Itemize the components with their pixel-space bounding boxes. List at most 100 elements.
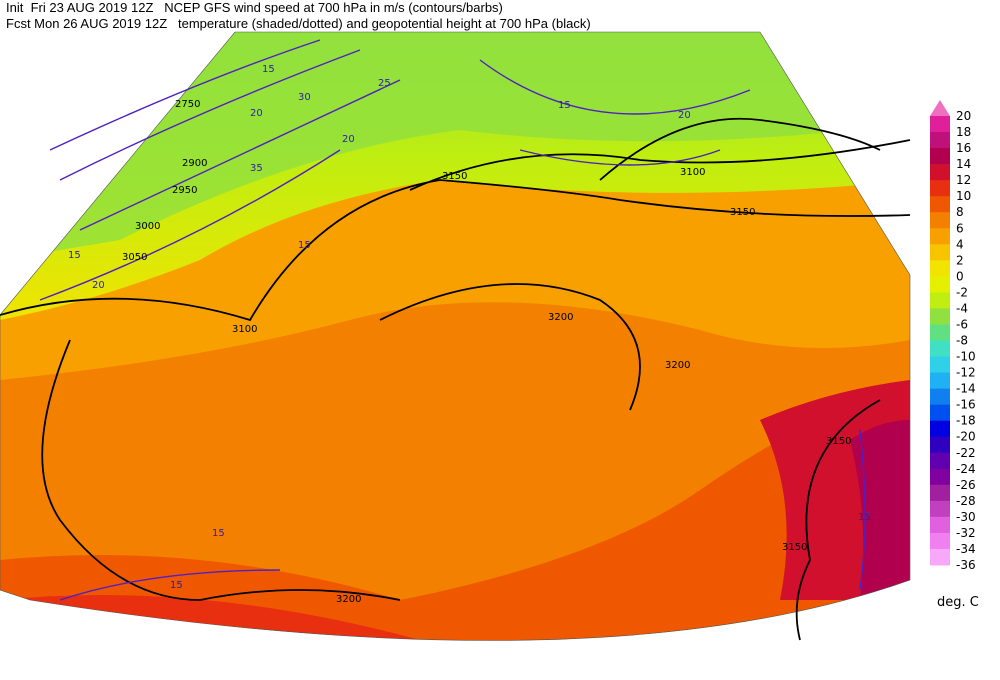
colorbar-label: -6 — [956, 317, 968, 331]
title-1: NCEP GFS wind speed at 700 hPa in m/s (c… — [164, 0, 503, 15]
colorbar-box — [930, 420, 950, 438]
contour-label: 3200 — [665, 360, 690, 371]
colorbar-label: -12 — [956, 366, 976, 380]
colorbar-label: -22 — [956, 446, 976, 460]
colorbar-label: 16 — [956, 141, 971, 155]
contour-label: 3150 — [730, 207, 755, 218]
colorbar-box — [930, 260, 950, 277]
colorbar-label: -36 — [956, 558, 976, 572]
contour-label: 2950 — [172, 185, 197, 196]
colorbar-box — [930, 340, 950, 358]
colorbar-label: 10 — [956, 189, 971, 203]
contour-label: 2750 — [175, 99, 200, 110]
contour-label: 3200 — [548, 312, 573, 323]
colorbar-box — [930, 388, 950, 406]
wind-label: 20 — [250, 108, 263, 119]
colorbar-box — [930, 244, 950, 261]
colorbar-box — [930, 148, 950, 165]
contour-label: 3150 — [442, 171, 467, 182]
colorbar-label: -30 — [956, 510, 976, 524]
colorbar-box — [930, 196, 950, 213]
colorbar-label: -26 — [956, 478, 976, 492]
height-contours — [0, 117, 911, 641]
colorbar-box — [930, 276, 950, 293]
wind-label: 15 — [68, 250, 81, 261]
colorbar-box — [930, 356, 950, 374]
contour-labels: 3150 3150 3200 3200 3100 3000 2950 2900 … — [122, 99, 851, 605]
colorbar-label: 0 — [956, 269, 964, 283]
colorbar-box — [930, 164, 950, 181]
colorbar-label: -20 — [956, 430, 976, 444]
colorbar-label: 4 — [956, 237, 964, 251]
contour-label: 3150 — [782, 542, 807, 553]
wind-label: 15 — [212, 528, 225, 539]
colorbar-box — [930, 180, 950, 197]
wind-label: 35 — [250, 163, 263, 174]
wind-label: 20 — [342, 134, 355, 145]
colorbar-box — [930, 372, 950, 390]
colorbar-box — [930, 116, 950, 133]
colorbar-label: -2 — [956, 285, 968, 299]
map-border — [0, 31, 911, 641]
colorbar-label: -4 — [956, 301, 968, 315]
colorbar-box — [930, 212, 950, 229]
contour-label: 3100 — [232, 324, 257, 335]
colorbar-box — [930, 532, 950, 550]
fcst: Fcst Mon 26 AUG 2019 12Z — [6, 16, 168, 31]
colorbar-box — [930, 308, 950, 325]
wind-label: 15 — [858, 512, 871, 523]
colorbar-box — [930, 292, 950, 309]
colorbar-label: -34 — [956, 542, 976, 556]
wind-labels: 15 20 25 30 35 20 15 20 15 20 15 15 15 1… — [68, 64, 871, 591]
colorbar-label: -10 — [956, 350, 976, 364]
contour-label: 3150 — [826, 436, 851, 447]
colorbar-box — [930, 324, 950, 341]
colorbar-label: -14 — [956, 382, 976, 396]
colorbar-label: 6 — [956, 221, 964, 235]
colorbar-label: -18 — [956, 414, 976, 428]
colorbar-label: 20 — [956, 109, 971, 123]
colorbar-label: -16 — [956, 398, 976, 412]
contour-label: 3000 — [135, 221, 160, 232]
colorbar-label: 2 — [956, 253, 964, 267]
colorbar-box — [930, 228, 950, 245]
header-line-2: Fcst Mon 26 AUG 2019 12Z temperature (sh… — [6, 16, 591, 31]
wind-label: 25 — [378, 78, 391, 89]
colorbar-box — [930, 500, 950, 518]
colorbar-label: 18 — [956, 125, 971, 139]
colorbar: 20181614121086420-2-4-6-8-10-12-14-16-18… — [930, 100, 976, 572]
wind-label: 20 — [92, 280, 105, 291]
wind-label: 15 — [262, 64, 275, 75]
colorbar-label: 12 — [956, 173, 971, 187]
colorbar-label: 14 — [956, 157, 971, 171]
wind-label: 30 — [298, 92, 311, 103]
colorbar-unit: deg. C — [937, 595, 979, 610]
colorbar-box — [930, 548, 950, 566]
colorbar-box — [930, 452, 950, 470]
wind-label: 15 — [558, 100, 571, 111]
wind-label: 15 — [298, 240, 311, 251]
wind-contours — [39, 39, 866, 601]
colorbar-box — [930, 436, 950, 454]
contour-label: 3200 — [336, 594, 361, 605]
colorbar-box — [930, 132, 950, 149]
contour-label: 3050 — [122, 252, 147, 263]
colorbar-label: -28 — [956, 494, 976, 508]
colorbar-top — [930, 100, 950, 116]
colorbar-box — [930, 516, 950, 534]
header-line-1: Init Fri 23 AUG 2019 12Z NCEP GFS wind s… — [6, 0, 503, 15]
colorbar-label: -8 — [956, 334, 968, 348]
colorbar-label: -24 — [956, 462, 976, 476]
wind-label: 20 — [678, 110, 691, 121]
colorbar-box — [930, 484, 950, 502]
wind-label: 15 — [170, 580, 183, 591]
colorbar-label: -32 — [956, 526, 976, 540]
init: Init Fri 23 AUG 2019 12Z — [6, 0, 154, 15]
colorbar-box — [930, 468, 950, 486]
contour-label: 2900 — [182, 158, 207, 169]
contour-label: 3100 — [680, 167, 705, 178]
title-2: temperature (shaded/dotted) and geopoten… — [177, 16, 591, 31]
